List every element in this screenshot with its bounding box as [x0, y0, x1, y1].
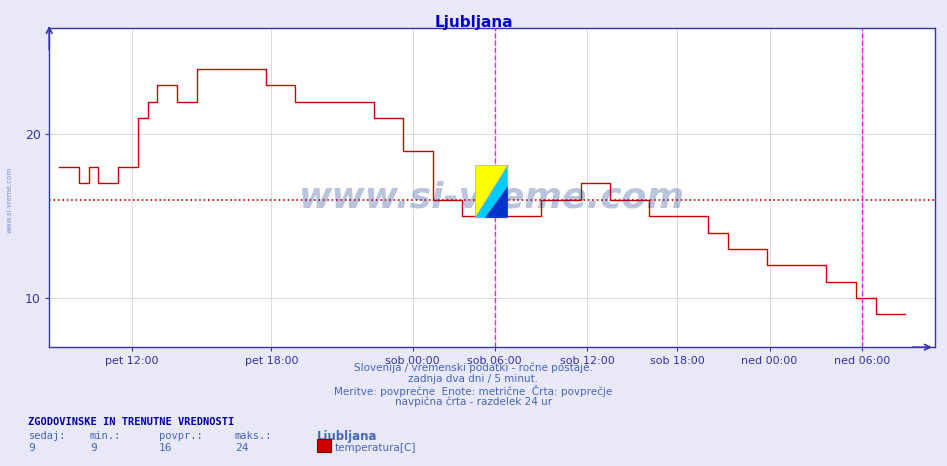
Text: Ljubljana: Ljubljana: [317, 430, 378, 443]
Polygon shape: [475, 165, 508, 218]
Text: zadnja dva dni / 5 minut.: zadnja dva dni / 5 minut.: [408, 374, 539, 384]
Text: Slovenija / vremenski podatki - ročne postaje.: Slovenija / vremenski podatki - ročne po…: [354, 363, 593, 373]
Polygon shape: [485, 186, 508, 218]
Text: maks.:: maks.:: [235, 431, 273, 441]
Text: 24: 24: [235, 443, 248, 452]
Text: ZGODOVINSKE IN TRENUTNE VREDNOSTI: ZGODOVINSKE IN TRENUTNE VREDNOSTI: [28, 417, 235, 427]
Text: povpr.:: povpr.:: [159, 431, 203, 441]
Text: min.:: min.:: [90, 431, 121, 441]
Text: www.si-vreme.com: www.si-vreme.com: [299, 180, 685, 214]
Text: 16: 16: [159, 443, 172, 452]
Text: Meritve: povprečne  Enote: metrične  Črta: povprečje: Meritve: povprečne Enote: metrične Črta:…: [334, 385, 613, 397]
Text: www.si-vreme.com: www.si-vreme.com: [7, 167, 12, 233]
Polygon shape: [475, 165, 508, 218]
Text: temperatura[C]: temperatura[C]: [334, 443, 416, 452]
Text: 9: 9: [90, 443, 97, 452]
Text: sedaj:: sedaj:: [28, 431, 66, 441]
Text: Ljubljana: Ljubljana: [434, 15, 513, 30]
Text: navpična črta - razdelek 24 ur: navpična črta - razdelek 24 ur: [395, 396, 552, 407]
Text: 9: 9: [28, 443, 35, 452]
